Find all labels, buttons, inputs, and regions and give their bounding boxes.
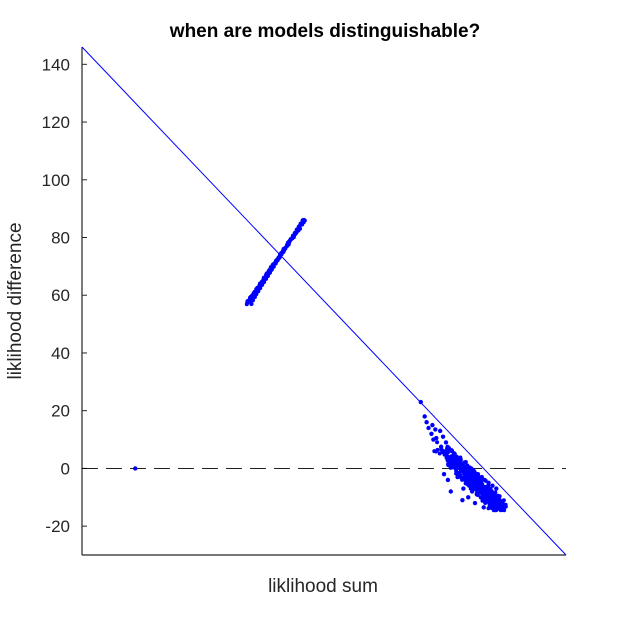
- scatter-point: [443, 440, 449, 445]
- scatter-point: [458, 455, 463, 460]
- scatter-point: [437, 428, 443, 434]
- scatter-point: [483, 493, 488, 498]
- scatter-point: [453, 457, 458, 462]
- scatter-point: [301, 217, 306, 222]
- scatter-point: [472, 500, 478, 506]
- scatter-point: [489, 493, 494, 498]
- scatter-point: [458, 467, 463, 472]
- y-tick-label: 100: [42, 171, 70, 190]
- y-tick-label: 120: [42, 113, 70, 132]
- scatter-point: [431, 437, 436, 442]
- scatter-point: [488, 486, 493, 491]
- y-tick-label: 0: [61, 459, 70, 478]
- scatter-point: [460, 497, 465, 503]
- scatter-point: [455, 464, 460, 469]
- scatter-point: [478, 488, 483, 493]
- scatter-point: [499, 506, 504, 511]
- scatter-point: [466, 495, 471, 500]
- scatter-point: [491, 498, 496, 503]
- y-tick-label: 80: [51, 229, 70, 248]
- scatter-point: [477, 485, 482, 490]
- y-tick-label: -20: [45, 517, 70, 536]
- scatter-point: [249, 301, 254, 307]
- scatter-point: [446, 463, 451, 468]
- scatter-point: [493, 490, 498, 495]
- scatter-point: [430, 422, 435, 428]
- scatter-point: [433, 449, 438, 454]
- scatter-point: [497, 497, 502, 502]
- scatter-point: [424, 420, 429, 425]
- scatter-point: [494, 486, 499, 491]
- chart-title: when are models distinguishable?: [169, 21, 480, 42]
- scatter-point: [429, 431, 434, 436]
- scatter-point: [454, 469, 459, 474]
- scatter-point: [463, 460, 468, 465]
- scatter-point: [467, 467, 472, 472]
- scatter-point: [480, 498, 485, 503]
- scatter-point: [490, 483, 495, 488]
- y-tick-label: 140: [42, 55, 70, 74]
- scatter-point: [469, 485, 474, 490]
- scatter-point: [469, 482, 474, 487]
- scatter-point: [426, 425, 431, 431]
- scatter-point: [422, 414, 427, 419]
- scatter-point: [477, 475, 482, 480]
- scatter-point: [477, 479, 482, 484]
- scatter-point: [445, 477, 451, 483]
- scatter-point: [449, 448, 454, 453]
- scatter-point: [133, 466, 138, 471]
- scatter-point: [441, 471, 447, 477]
- scatter-point: [469, 475, 474, 480]
- scatter-point: [448, 489, 454, 494]
- x-axis-label: liklihood sum: [268, 576, 378, 597]
- plot-area: -20 0 20 40 60 80 100 120 140: [42, 46, 567, 556]
- y-tick-label: 60: [51, 286, 70, 305]
- scatter-point: [467, 472, 472, 477]
- scatter-point: [461, 486, 466, 491]
- scatter-point: [488, 498, 493, 503]
- scatter-point: [491, 504, 496, 509]
- scatter-point: [481, 505, 486, 510]
- scatter-point: [488, 489, 493, 494]
- scatter-point: [451, 461, 456, 466]
- scatter-point: [481, 489, 486, 494]
- y-axis-label: liklihood difference: [5, 222, 26, 379]
- scatter-point: [458, 473, 463, 478]
- y-tick-label: 40: [51, 344, 70, 363]
- scatter-point: [473, 471, 478, 476]
- scatter-point: [487, 502, 492, 507]
- scatter-point: [463, 481, 468, 486]
- scatter-point: [483, 478, 488, 483]
- scatter-point: [435, 440, 440, 445]
- y-tick-label: 20: [51, 402, 70, 421]
- scatter-point: [446, 458, 451, 463]
- scatter-point: [450, 465, 455, 470]
- scatter-point: [497, 503, 502, 508]
- scatter-point: [474, 477, 479, 482]
- scatter-point: [444, 450, 449, 455]
- scatter-point: [494, 506, 499, 511]
- scatter-point: [440, 434, 446, 439]
- scatter-point: [460, 477, 465, 482]
- scatter-point: [475, 490, 480, 495]
- scatter-point: [433, 427, 438, 432]
- scatter-point: [500, 500, 505, 505]
- reference-diagonal-line: [81, 46, 567, 556]
- scatter-point: [497, 494, 502, 499]
- scatter-point: [460, 462, 465, 467]
- scatter-point: [440, 448, 445, 453]
- scatter-point: [418, 399, 423, 405]
- scatter-point: [464, 473, 469, 478]
- scatter-point: [445, 454, 450, 459]
